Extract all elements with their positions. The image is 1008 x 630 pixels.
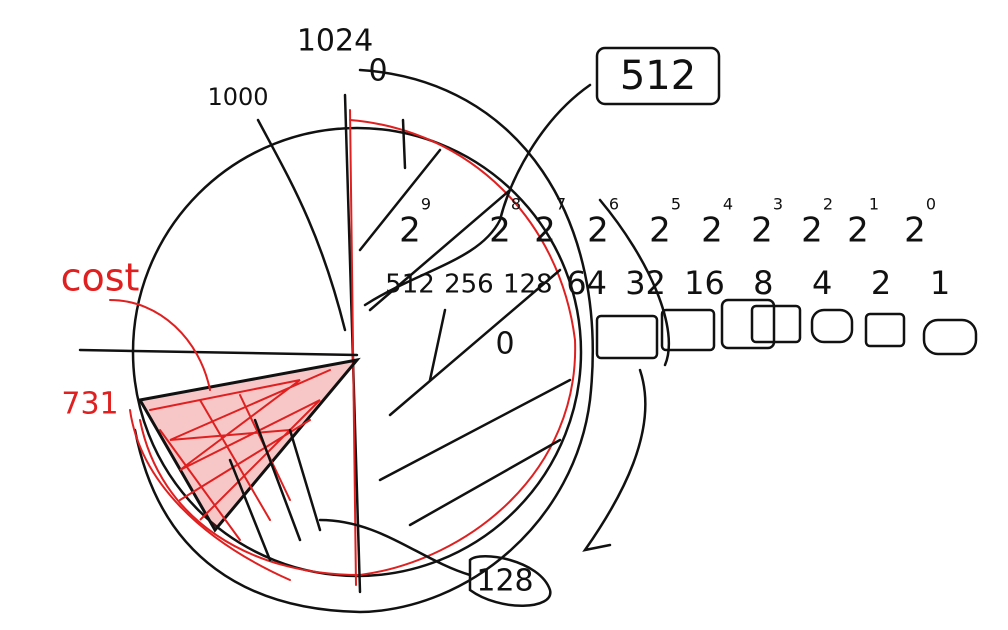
power-base: 2 bbox=[904, 211, 926, 251]
label-512: 512 bbox=[620, 53, 696, 99]
power-base: 2 bbox=[399, 211, 421, 251]
pointer-cost bbox=[109, 299, 211, 391]
arrow bbox=[582, 198, 670, 552]
place-value: 16 bbox=[684, 264, 725, 302]
label-1000: 1000 bbox=[207, 83, 268, 111]
label-128: 128 bbox=[476, 564, 533, 599]
wedge-strokes bbox=[228, 418, 322, 562]
power-exponent: 8 bbox=[511, 195, 521, 214]
label-1024: 1024 bbox=[297, 24, 373, 59]
outer-ring bbox=[133, 68, 594, 614]
pointer-1000 bbox=[256, 118, 347, 332]
power-base: 2 bbox=[489, 211, 511, 251]
place-value: 4 bbox=[812, 264, 832, 302]
power-base: 2 bbox=[701, 211, 723, 251]
power-exponent: 4 bbox=[723, 195, 733, 214]
label-731: 731 bbox=[61, 387, 118, 422]
bit-boxes bbox=[595, 298, 978, 360]
pointer-128 bbox=[318, 518, 472, 577]
label-cost: cost bbox=[61, 256, 140, 300]
place-value: 512 bbox=[385, 270, 435, 300]
power-exponent: 7 bbox=[556, 195, 566, 214]
wedge-scribble bbox=[129, 369, 331, 581]
left-line bbox=[78, 348, 359, 357]
power-exponent: 0 bbox=[926, 195, 936, 214]
place-value: 1 bbox=[930, 264, 950, 302]
red-ring bbox=[139, 119, 577, 577]
power-exponent: 5 bbox=[671, 195, 681, 214]
power-base: 2 bbox=[751, 211, 773, 251]
power-base: 2 bbox=[534, 211, 556, 251]
power-exponent: 6 bbox=[609, 195, 619, 214]
label-zero: 0 bbox=[368, 54, 387, 89]
place-value: 8 bbox=[753, 264, 773, 302]
box-512 bbox=[595, 46, 721, 106]
place-value: 128 bbox=[503, 270, 553, 300]
label-center: 0 bbox=[495, 327, 514, 362]
power-exponent: 9 bbox=[421, 195, 431, 214]
blob-128 bbox=[468, 555, 552, 607]
power-exponent: 1 bbox=[869, 195, 879, 214]
power-base: 2 bbox=[587, 211, 609, 251]
pointer-512 bbox=[363, 83, 592, 307]
place-value: 2 bbox=[871, 264, 891, 302]
hatching bbox=[358, 118, 572, 527]
place-value: 64 bbox=[566, 264, 607, 302]
place-value: 256 bbox=[444, 270, 494, 300]
power-base: 2 bbox=[649, 211, 671, 251]
cost-wedge bbox=[137, 357, 361, 533]
place-value: 32 bbox=[625, 264, 666, 302]
power-base: 2 bbox=[847, 211, 869, 251]
red-divider bbox=[349, 109, 357, 586]
power-exponent: 3 bbox=[773, 195, 783, 214]
power-base: 2 bbox=[801, 211, 823, 251]
power-exponent: 2 bbox=[823, 195, 833, 214]
